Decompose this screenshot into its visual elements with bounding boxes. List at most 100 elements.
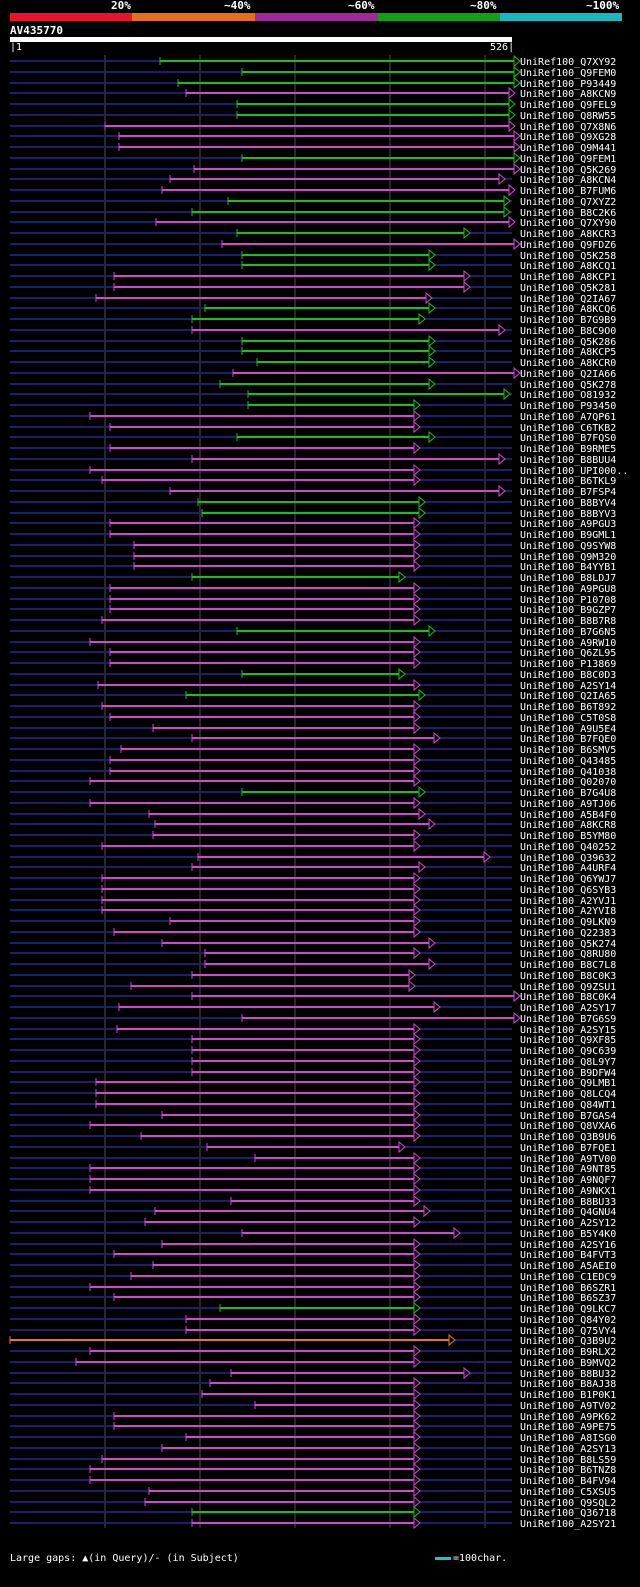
hit-row[interactable]: UniRef100_C5XSU5	[10, 1484, 616, 1498]
hit-label[interactable]: UniRef100_B4YYB1	[520, 562, 616, 573]
hit-label[interactable]: UniRef100_B7FQS0	[520, 433, 616, 444]
hit-row[interactable]: UniRef100_B8LDJ7	[10, 570, 616, 584]
hit-row[interactable]: UniRef100_A8KCQ1	[10, 258, 616, 272]
hit-row[interactable]: UniRef100_A2YVJ1	[10, 893, 616, 907]
hit-row[interactable]: UniRef100_B7FSP4	[10, 484, 616, 498]
hit-label[interactable]: UniRef100_A5B4F0	[520, 810, 616, 821]
hit-row[interactable]: UniRef100_P93450	[10, 398, 616, 412]
hit-label[interactable]: UniRef100_Q7XY90	[520, 218, 616, 229]
hit-row[interactable]: UniRef100_A2SY13	[10, 1441, 616, 1455]
hit-label[interactable]: UniRef100_Q22383	[520, 928, 616, 939]
hit-label[interactable]: UniRef100_A2SY13	[520, 1444, 616, 1455]
hit-label[interactable]: UniRef100_B5YM80	[520, 831, 616, 842]
hit-label[interactable]: UniRef100_B8BUU4	[520, 455, 616, 466]
hit-row[interactable]: UniRef100_Q9SQL2	[10, 1495, 616, 1509]
hit-row[interactable]: UniRef100_Q9FEL9	[10, 97, 616, 111]
hit-label[interactable]: UniRef100_B9RLX2	[520, 1347, 616, 1358]
hit-row[interactable]: UniRef100_C1EDC9	[10, 1269, 616, 1283]
hit-label[interactable]: UniRef100_B9DFW4	[520, 1068, 616, 1079]
hit-row[interactable]: UniRef100_P13869	[10, 656, 616, 670]
hit-label[interactable]: UniRef100_Q6ZL95	[520, 648, 616, 659]
hit-label[interactable]: UniRef100_B8AJ38	[520, 1379, 616, 1390]
hit-row[interactable]: UniRef100_A9PE75	[10, 1419, 616, 1433]
hit-label[interactable]: UniRef100_B8BU33	[520, 1197, 616, 1208]
hit-row[interactable]: UniRef100_A8KCN4	[10, 172, 616, 186]
hit-label[interactable]: UniRef100_A9U5E4	[520, 724, 616, 735]
hit-label[interactable]: UniRef100_A8KCN4	[520, 175, 616, 186]
hit-row[interactable]: UniRef100_A5AEI0	[10, 1258, 616, 1272]
hit-label[interactable]: UniRef100_A2SY17	[520, 1003, 616, 1014]
hit-row[interactable]: UniRef100_B8BYV4	[10, 495, 616, 509]
hit-label[interactable]: UniRef100_B8C0K3	[520, 971, 616, 982]
hit-label[interactable]: UniRef100_O81932	[520, 390, 616, 401]
hit-label[interactable]: UniRef100_Q6YWJ7	[520, 874, 616, 885]
hit-row[interactable]: UniRef100_Q8RU80	[10, 946, 616, 960]
hit-row[interactable]: UniRef100_A9NKX1	[10, 1183, 616, 1197]
hit-label[interactable]: UniRef100_C6TKB2	[520, 423, 616, 434]
hit-row[interactable]: UniRef100_Q5K274	[10, 936, 616, 950]
hit-label[interactable]: UniRef100_A8KCN9	[520, 89, 616, 100]
hit-row[interactable]: UniRef100_B4FV94	[10, 1473, 616, 1487]
hit-row[interactable]: UniRef100_Q22383	[10, 925, 616, 939]
hit-row[interactable]: UniRef100_A9RW10	[10, 635, 616, 649]
hit-label[interactable]: UniRef100_Q9FEM1	[520, 154, 616, 165]
hit-row[interactable]: UniRef100_A5B4F0	[10, 807, 616, 821]
hit-label[interactable]: UniRef100_B7G6N5	[520, 627, 616, 638]
hit-row[interactable]: UniRef100_C6TKB2	[10, 420, 616, 434]
hit-row[interactable]: UniRef100_Q9FEM1	[10, 151, 616, 165]
hit-row[interactable]: UniRef100_B8BUU4	[10, 452, 616, 466]
hit-row[interactable]: UniRef100_B9RLX2	[10, 1344, 616, 1358]
hit-row[interactable]: UniRef100_B8C7L8	[10, 957, 616, 971]
hit-label[interactable]: UniRef100_A9PK62	[520, 1412, 616, 1423]
hit-label[interactable]: UniRef100_B7GAS4	[520, 1111, 616, 1122]
hit-label[interactable]: UniRef100_A9PE75	[520, 1422, 616, 1433]
hit-row[interactable]: UniRef100_A8KCQ6	[10, 301, 616, 315]
hit-label[interactable]: UniRef100_B8C0D3	[520, 670, 616, 681]
hit-label[interactable]: UniRef100_Q7XYZ2	[520, 197, 616, 208]
hit-row[interactable]: UniRef100_Q6YWJ7	[10, 871, 616, 885]
hit-label[interactable]: UniRef100_A8KCQ6	[520, 304, 616, 315]
hit-label[interactable]: UniRef100_B5Y4K0	[520, 1229, 616, 1240]
hit-row[interactable]: UniRef100_O81932	[10, 387, 616, 401]
hit-label[interactable]: UniRef100_Q4GNU4	[520, 1207, 616, 1218]
hit-label[interactable]: UniRef100_A2YVJ1	[520, 896, 616, 907]
hit-row[interactable]: UniRef100_B7G6S9	[10, 1011, 616, 1025]
hit-row[interactable]: UniRef100_A9NT85	[10, 1161, 616, 1175]
hit-row[interactable]: UniRef100_A7QP61	[10, 409, 616, 423]
hit-row[interactable]: UniRef100_A8KCP5	[10, 344, 616, 358]
hit-label[interactable]: UniRef100_Q9FEL9	[520, 100, 616, 111]
hit-row[interactable]: UniRef100_B7FQS0	[10, 430, 616, 444]
hit-row[interactable]: UniRef100_Q9SYW8	[10, 538, 616, 552]
hit-label[interactable]: UniRef100_Q9XG28	[520, 132, 616, 143]
hit-row[interactable]: UniRef100_B8BU33	[10, 1194, 616, 1208]
hit-label[interactable]: UniRef100_Q7X8N6	[520, 122, 616, 133]
hit-label[interactable]: UniRef100_B8BYV3	[520, 509, 616, 520]
hit-row[interactable]: UniRef100_Q7XYZ2	[10, 194, 616, 208]
hit-row[interactable]: UniRef100_B8C0K4	[10, 989, 616, 1003]
hit-label[interactable]: UniRef100_Q9FDZ6	[520, 240, 616, 251]
hit-label[interactable]: UniRef100_Q9SQL2	[520, 1498, 616, 1509]
hit-row[interactable]: UniRef100_Q39632	[10, 850, 616, 864]
hit-row[interactable]: UniRef100_B9GML1	[10, 527, 616, 541]
hit-label[interactable]: UniRef100_Q5K286	[520, 337, 616, 348]
hit-label[interactable]: UniRef100_C5XSU5	[520, 1487, 616, 1498]
hit-row[interactable]: UniRef100_A8ISG0	[10, 1430, 616, 1444]
hit-label[interactable]: UniRef100_A2SY21	[520, 1519, 616, 1530]
hit-row[interactable]: UniRef100_Q7X8N6	[10, 119, 616, 133]
hit-row[interactable]: UniRef100_B8BU32	[10, 1366, 616, 1380]
hit-label[interactable]: UniRef100_Q40252	[520, 842, 616, 853]
hit-label[interactable]: UniRef100_A2SY16	[520, 1240, 616, 1251]
hit-row[interactable]: UniRef100_A2SY16	[10, 1237, 616, 1251]
hit-row[interactable]: UniRef100_B7FUM6	[10, 183, 616, 197]
hit-label[interactable]: UniRef100_B9GML1	[520, 530, 616, 541]
hit-row[interactable]: UniRef100_A4URF4	[10, 860, 616, 874]
hit-label[interactable]: UniRef100_A9TJ06	[520, 799, 616, 810]
hit-row[interactable]: UniRef100_Q5K269	[10, 162, 616, 176]
hit-label[interactable]: UniRef100_Q02070	[520, 777, 616, 788]
hit-label[interactable]: UniRef100_A9NKX1	[520, 1186, 616, 1197]
hit-label[interactable]: UniRef100_B4FVT3	[520, 1250, 616, 1261]
hit-row[interactable]: UniRef100_B9DFW4	[10, 1065, 616, 1079]
hit-row[interactable]: UniRef100_Q9LKC7	[10, 1301, 616, 1315]
hit-label[interactable]: UniRef100_Q5K258	[520, 251, 616, 262]
hit-label[interactable]: UniRef100_A9RW10	[520, 638, 616, 649]
